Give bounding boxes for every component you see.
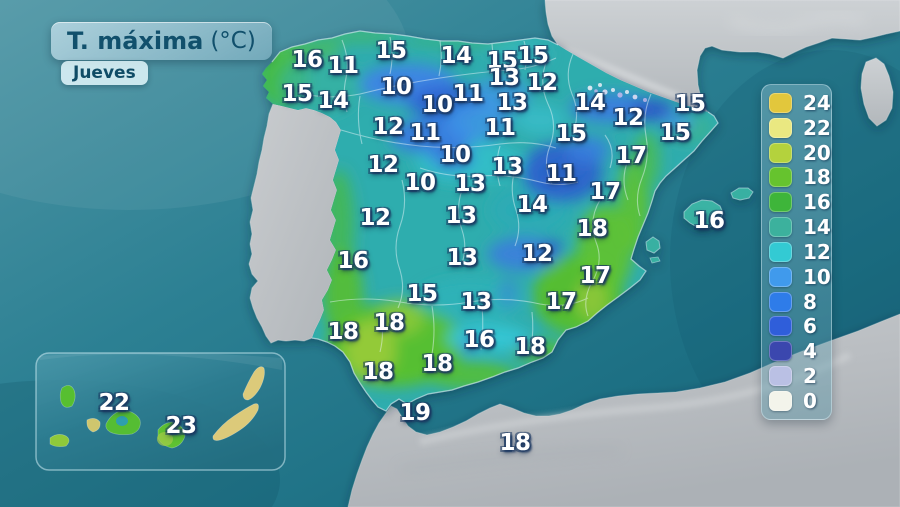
iberia — [248, 30, 719, 412]
legend-swatch — [769, 266, 792, 287]
legend-swatch — [769, 291, 792, 312]
legend-row: 24 — [769, 91, 831, 115]
la-gomera-island — [86, 418, 101, 433]
legend-swatch — [769, 217, 792, 238]
map-title-pill: T. máxima (°C) — [51, 22, 272, 60]
legend-value: 0 — [803, 388, 817, 413]
el-hierro-island — [49, 434, 70, 448]
legend-value: 24 — [803, 91, 831, 115]
legend-value: 20 — [803, 140, 831, 165]
legend-row: 2 — [769, 364, 831, 389]
legend-value: 18 — [803, 165, 831, 190]
legend-swatch — [769, 93, 792, 113]
temperature-shading — [262, 31, 710, 389]
legend-value: 2 — [803, 364, 817, 389]
menorca-island — [730, 187, 754, 201]
province-borders — [297, 36, 652, 355]
day-label: Jueves — [61, 61, 148, 85]
formentera-island — [649, 256, 661, 264]
canary-inset-panel — [35, 352, 286, 471]
legend-swatch — [769, 241, 792, 262]
legend-value: 6 — [803, 314, 817, 339]
legend-swatch — [769, 167, 792, 188]
lanzarote-island — [242, 366, 265, 401]
legend-row: 18 — [769, 165, 831, 190]
balearic-islands — [645, 187, 754, 264]
legend-row: 0 — [769, 388, 831, 413]
mallorca-island — [683, 199, 724, 229]
map-title-unit: (°C) — [210, 28, 256, 54]
legend-value: 10 — [803, 264, 831, 289]
legend-value: 22 — [803, 115, 831, 140]
legend-panel: 24 22 20 18 16 14 12 10 8 6 4 2 0 — [761, 84, 832, 420]
legend-row: 14 — [769, 215, 831, 240]
legend-row: 6 — [769, 314, 831, 339]
map-title: T. máxima — [67, 27, 204, 55]
legend-row: 20 — [769, 140, 831, 165]
legend-row: 4 — [769, 339, 831, 364]
legend-value: 8 — [803, 289, 817, 314]
corsica-island — [860, 57, 894, 127]
fuerteventura-island — [212, 403, 259, 441]
legend-swatch — [769, 366, 792, 387]
france-landmass — [544, 0, 900, 127]
legend-swatch — [769, 341, 792, 362]
legend-row: 12 — [769, 239, 831, 264]
legend-swatch — [769, 192, 792, 213]
legend-value: 4 — [803, 339, 817, 364]
legend-swatch — [769, 117, 792, 138]
legend-swatch — [769, 142, 792, 163]
la-palma-island — [59, 385, 76, 408]
legend-value: 16 — [803, 190, 831, 215]
legend-row: 22 — [769, 115, 831, 140]
pyrenees-snow — [587, 83, 647, 102]
legend-row: 16 — [769, 190, 831, 215]
legend-value: 14 — [803, 215, 831, 240]
legend-value: 12 — [803, 239, 831, 264]
legend-row: 8 — [769, 289, 831, 314]
legend-swatch — [769, 390, 792, 411]
legend-swatch — [769, 316, 792, 337]
legend-row: 10 — [769, 264, 831, 289]
ibiza-island — [645, 236, 661, 254]
